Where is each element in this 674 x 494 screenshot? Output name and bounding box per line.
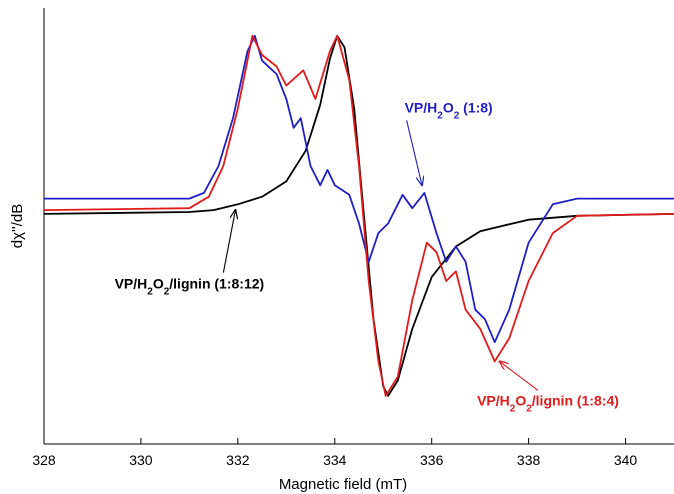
series-layer xyxy=(43,34,674,397)
annotation-layer: VP/H2O2 (1:8) VP/H2O2/lignin (1:8:12) VP/H… xyxy=(115,99,619,413)
annotation-black: VP/H2O2/lignin (1:8:12) xyxy=(115,276,265,298)
annotation-red: VP/H2O2/lignin (1:8:4) xyxy=(477,392,619,414)
x-axis: 328 330 332 334 336 338 340 xyxy=(32,438,674,468)
x-tick-label-1: 330 xyxy=(129,452,153,468)
x-tick-label-5: 338 xyxy=(517,452,541,468)
x-axis-label: Magnetic field (mT) xyxy=(279,476,407,493)
series-line-2 xyxy=(43,34,674,397)
annotation-arrow-black xyxy=(222,210,235,273)
annotation-arrow-blue xyxy=(406,120,422,185)
y-axis-label: dχ''/dB xyxy=(9,204,26,248)
x-tick-label-6: 340 xyxy=(614,452,638,468)
annotation-arrow-red xyxy=(500,361,539,391)
x-tick-label-3: 334 xyxy=(323,452,347,468)
x-tick-label-4: 336 xyxy=(420,452,444,468)
annotation-blue: VP/H2O2 (1:8) xyxy=(405,99,493,121)
x-tick-label-2: 332 xyxy=(226,452,250,468)
x-tick-label-0: 328 xyxy=(32,452,56,468)
series-line-1 xyxy=(44,34,674,344)
